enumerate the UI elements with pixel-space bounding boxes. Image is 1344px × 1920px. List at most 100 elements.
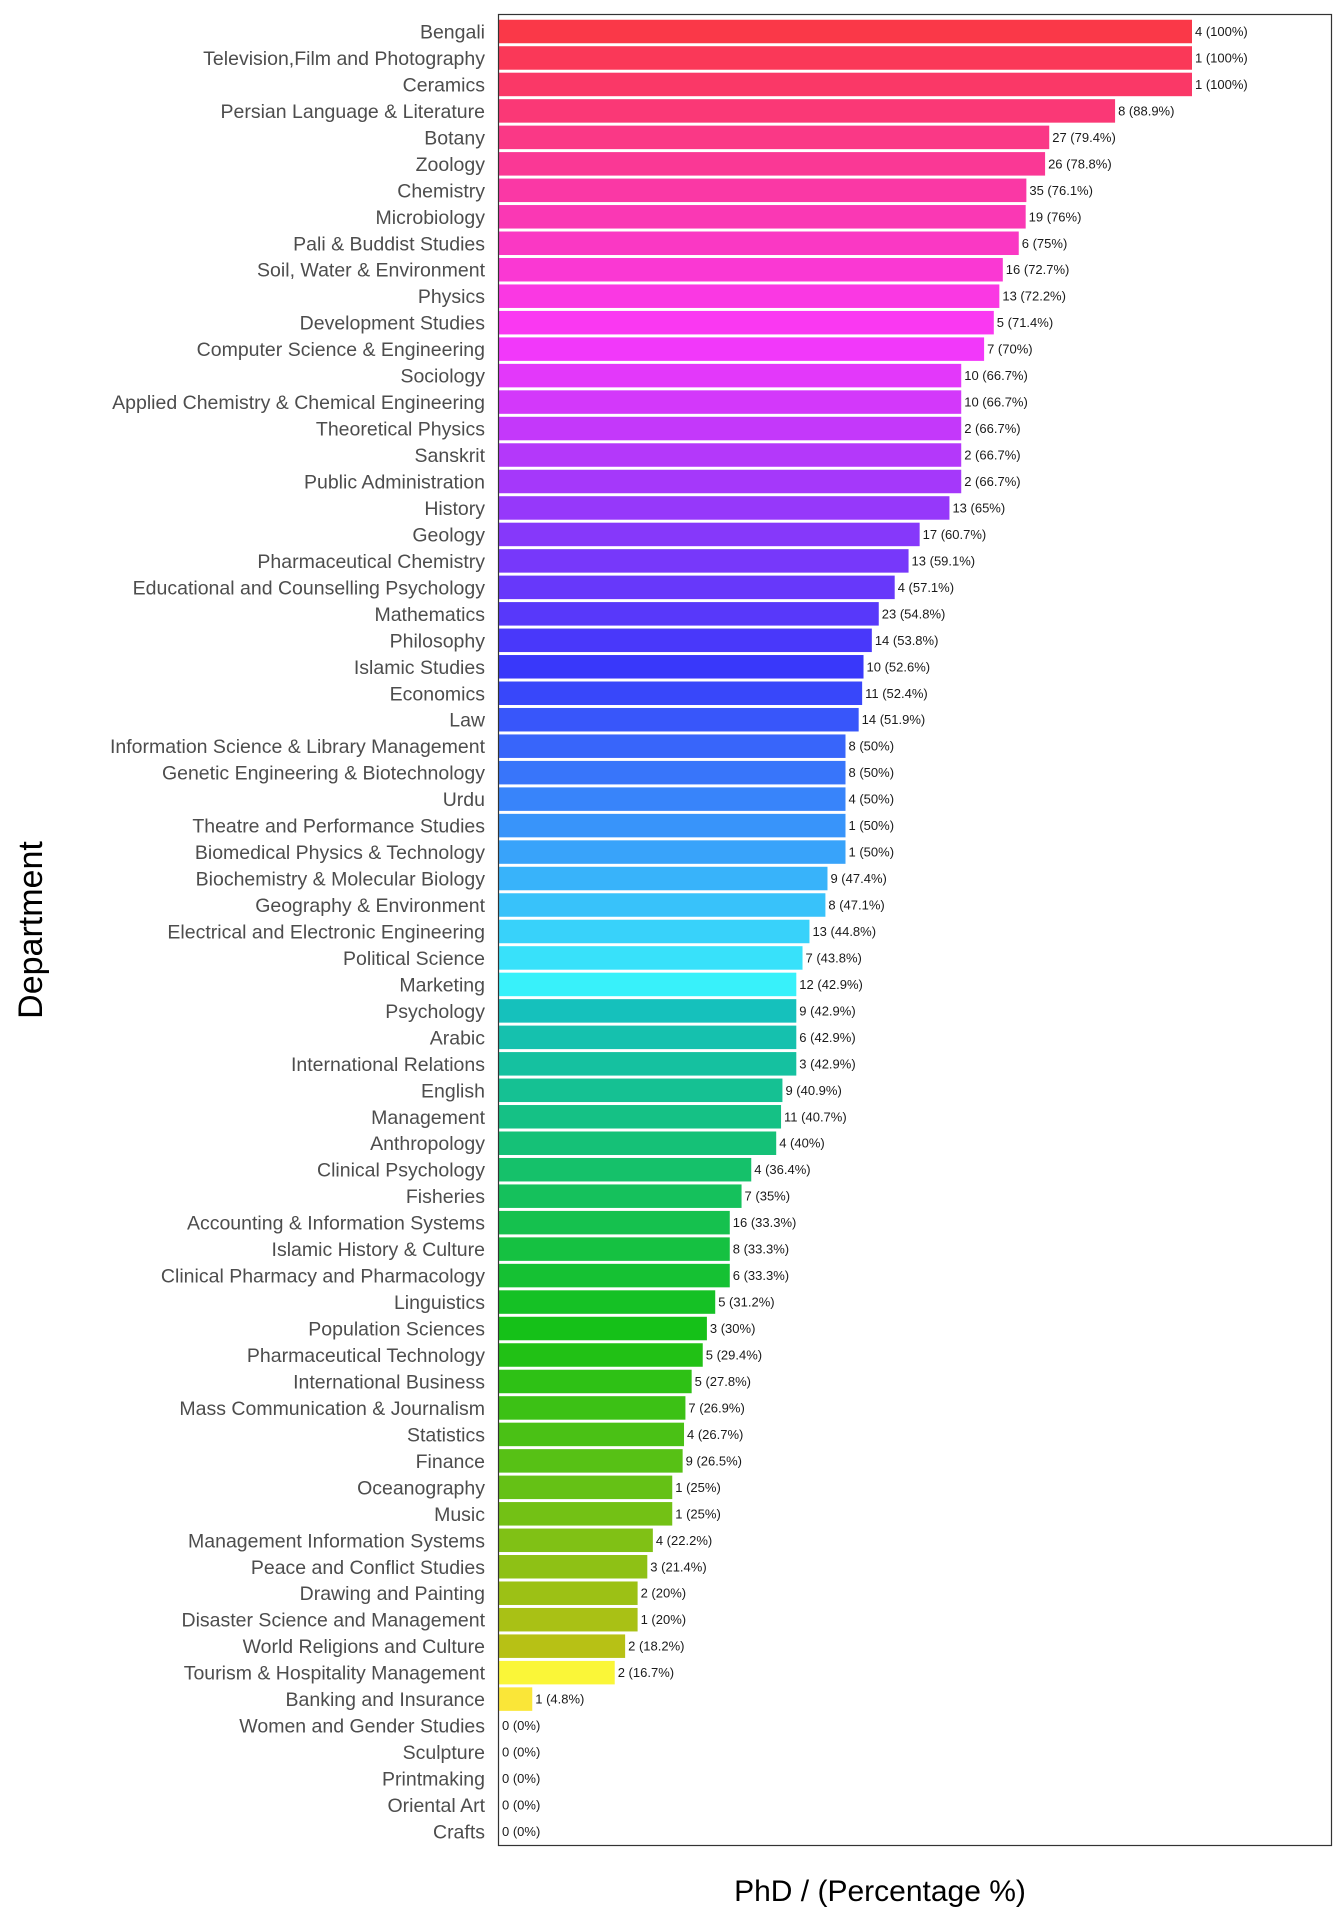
category-label: Accounting & Information Systems [187,1213,485,1235]
category-label: History [424,498,485,520]
bar [499,1290,716,1314]
bar [499,760,846,785]
bar [499,231,1019,256]
bar [499,390,962,414]
bar [499,1210,730,1235]
data-label: 8 (47.1%) [828,898,884,913]
category-label: English [421,1080,485,1102]
bar [499,284,1000,308]
bar [499,999,797,1023]
category-label: Marketing [399,974,485,996]
data-label: 16 (33.3%) [733,1215,797,1230]
bar [499,787,846,811]
category-label: Genetic Engineering & Biotechnology [162,763,485,785]
bar [499,655,864,679]
data-label: 12 (42.9%) [799,977,863,992]
category-label: Theoretical Physics [316,419,485,441]
data-label: 2 (18.2%) [628,1639,684,1654]
data-label: 2 (16.7%) [618,1665,674,1680]
category-label: Ceramics [403,74,486,96]
data-label: 1 (4.8%) [535,1692,584,1707]
category-label: Pharmaceutical Technology [247,1345,485,1367]
data-label: 6 (75%) [1022,236,1068,251]
category-label: Applied Chemistry & Chemical Engineering [112,392,485,414]
bar [499,152,1046,176]
bar [499,893,826,917]
data-label: 13 (65%) [952,500,1005,515]
category-label: Mass Communication & Journalism [179,1398,485,1420]
category-label: Printmaking [382,1769,485,1791]
y-axis-title: Department [12,841,50,1019]
category-label: Physics [418,286,485,308]
category-label: Geology [412,524,485,546]
bar [499,205,1026,229]
data-label: 1 (25%) [675,1480,721,1495]
bar [499,1607,638,1632]
plot-panel-border [497,13,1333,1847]
data-label: 1 (50%) [849,845,895,860]
category-label: Electrical and Electronic Engineering [167,921,485,943]
data-label: 23 (54.8%) [882,606,946,621]
bar [499,681,863,705]
category-label: World Religions and Culture [243,1636,485,1658]
bar [499,337,985,361]
bar [499,1581,638,1605]
data-label: 13 (59.1%) [912,553,976,568]
data-label: 7 (35%) [745,1189,791,1204]
data-label: 26 (78.8%) [1048,156,1112,171]
data-label: 11 (40.7%) [784,1109,847,1124]
category-label: Zoology [416,154,486,176]
category-label: Crafts [433,1821,485,1843]
data-label: 0 (0%) [502,1745,540,1760]
bar [499,602,879,626]
bar [499,363,962,388]
category-label: Chemistry [397,180,485,202]
category-label: Finance [416,1451,485,1473]
category-label: Sculpture [403,1742,485,1764]
category-label: Islamic Studies [354,657,485,679]
bar [499,19,1192,44]
x-axis-title: PhD / (Percentage %) [734,1875,1026,1908]
bar [499,1237,730,1261]
data-label: 8 (50%) [849,739,895,754]
data-label: 1 (20%) [641,1612,687,1627]
bar [499,125,1050,150]
category-label: Statistics [407,1424,485,1446]
category-label: Mathematics [374,604,485,626]
bar [499,1660,615,1685]
data-label: 35 (76.1%) [1029,183,1093,198]
bar [499,707,859,732]
bar [499,72,1192,97]
category-label: International Relations [291,1054,485,1076]
data-label: 14 (53.8%) [875,633,939,648]
bar [499,1184,742,1208]
data-label: 19 (76%) [1029,209,1082,224]
category-label: Management Information Systems [188,1530,485,1552]
category-label: Pharmaceutical Chemistry [257,551,485,573]
bar [499,1157,752,1182]
data-label: 2 (66.7%) [964,474,1020,489]
bar [499,1555,648,1579]
bar [499,416,962,441]
data-label: 1 (100%) [1195,77,1248,92]
bar [499,1396,686,1420]
data-label: 3 (21.4%) [650,1559,706,1574]
data-label: 0 (0%) [502,1797,540,1812]
data-label: 0 (0%) [502,1718,540,1733]
data-label: 5 (71.4%) [997,315,1053,330]
category-label: Persian Language & Literature [220,101,485,123]
category-label: Computer Science & Engineering [197,339,485,361]
category-label: Sanskrit [415,445,486,467]
bar [499,1025,797,1050]
category-label: Population Sciences [308,1319,485,1341]
category-label: Television,Film and Photography [203,48,485,70]
bar [499,310,994,335]
bar [499,919,810,944]
data-label: 10 (52.6%) [867,659,931,674]
category-label: Development Studies [300,313,486,335]
bar [499,1263,730,1288]
data-label: 4 (22.2%) [656,1533,712,1548]
category-label: Banking and Insurance [286,1689,485,1711]
bar [499,575,895,600]
category-label: Sociology [400,366,485,388]
